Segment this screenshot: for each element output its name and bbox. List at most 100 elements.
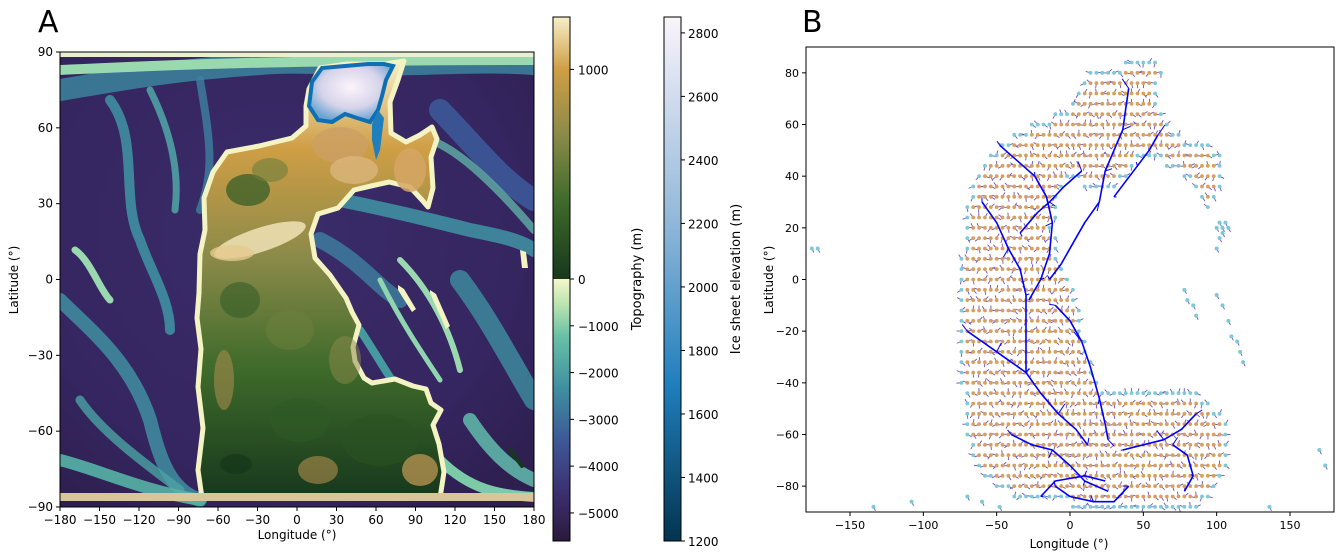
land-point xyxy=(983,329,987,334)
coast-point xyxy=(1112,391,1116,396)
land-point xyxy=(1029,287,1034,292)
land-point xyxy=(1041,194,1046,199)
land-point xyxy=(1018,432,1023,437)
coast-point xyxy=(1088,504,1093,509)
land-point xyxy=(1164,484,1169,489)
land-point xyxy=(1012,143,1017,148)
land-point xyxy=(1059,370,1064,375)
land-point xyxy=(1041,422,1046,427)
ice-colorbar-label: Ice sheet elevation (m) xyxy=(729,204,744,354)
land-point xyxy=(1106,411,1111,416)
land-point xyxy=(1123,153,1128,158)
island-point xyxy=(1226,318,1231,323)
land-point xyxy=(1129,494,1134,499)
land-point xyxy=(1135,70,1140,75)
coast-point xyxy=(1018,494,1023,499)
land-point xyxy=(1200,442,1204,447)
land-point xyxy=(1117,411,1122,416)
land-point xyxy=(1153,411,1157,416)
coast-point xyxy=(1147,391,1152,396)
land-point xyxy=(1065,370,1069,375)
land-point xyxy=(988,370,993,375)
river-line xyxy=(1172,444,1194,492)
coast-point xyxy=(1170,391,1175,396)
land-point xyxy=(1059,132,1064,137)
land-point xyxy=(1153,112,1157,117)
land-point xyxy=(1000,463,1005,468)
coast-point xyxy=(1065,277,1069,282)
land-point xyxy=(1029,360,1034,365)
land-point xyxy=(1024,174,1028,179)
land-point xyxy=(977,246,981,251)
land-point xyxy=(988,349,993,354)
land-point xyxy=(1153,453,1157,458)
land-point xyxy=(1205,422,1210,427)
land-point xyxy=(1129,432,1134,437)
land-point xyxy=(1112,112,1116,117)
coast-point xyxy=(1153,391,1157,396)
land-point xyxy=(1000,360,1005,365)
ice-sheet xyxy=(306,62,396,125)
land-point xyxy=(1006,339,1011,344)
coast-point xyxy=(1159,504,1163,509)
land-point xyxy=(1000,225,1005,230)
colorbar-tick-label: 2800 xyxy=(688,27,719,41)
land-point xyxy=(1100,442,1105,447)
land-point xyxy=(1065,308,1069,313)
land-point xyxy=(1024,153,1028,158)
tributary-line xyxy=(1018,366,1027,373)
land-point xyxy=(1000,184,1005,189)
land-point xyxy=(1006,184,1011,189)
land-point xyxy=(1211,473,1216,478)
land-point xyxy=(977,349,981,354)
land-point xyxy=(1088,143,1093,148)
coast-point xyxy=(1194,184,1199,189)
land-point xyxy=(1088,91,1093,96)
panel-a-letter: A xyxy=(38,5,59,40)
land-point xyxy=(1100,91,1105,96)
coast-point xyxy=(1188,391,1193,396)
tributary-line xyxy=(1077,161,1083,172)
land-point xyxy=(1082,453,1087,458)
coast-point xyxy=(1071,287,1075,292)
land-point xyxy=(1053,432,1058,437)
land-point xyxy=(1117,401,1122,406)
land-point xyxy=(965,256,970,261)
land-point xyxy=(1188,453,1193,458)
land-point xyxy=(1182,153,1187,158)
colorbar-tick-label: 1000 xyxy=(578,63,609,77)
land-point xyxy=(1053,163,1058,168)
y-tick-label: 80 xyxy=(785,67,799,80)
land-point xyxy=(971,287,976,292)
land-point xyxy=(994,318,999,323)
land-point xyxy=(1117,81,1122,86)
land-point xyxy=(1088,132,1093,137)
land-point xyxy=(1000,194,1005,199)
island-point xyxy=(1194,313,1199,318)
land-point xyxy=(1053,463,1058,468)
land-point xyxy=(1047,318,1052,323)
land-point xyxy=(1053,401,1058,406)
land-point xyxy=(988,225,993,230)
tributary-line xyxy=(1025,368,1031,373)
land-point xyxy=(1024,463,1028,468)
land-point xyxy=(1006,411,1011,416)
land-point xyxy=(983,370,987,375)
land-point xyxy=(1205,473,1210,478)
y-tick-label: 0 xyxy=(792,274,799,287)
land-point xyxy=(1071,380,1075,385)
x-tick-label: 60 xyxy=(368,513,383,527)
land-point xyxy=(1006,473,1011,478)
land-point xyxy=(1035,360,1040,365)
land-point xyxy=(1053,287,1058,292)
coast-point xyxy=(1100,70,1105,75)
land-point xyxy=(1217,432,1222,437)
land-point xyxy=(1182,411,1187,416)
land-point xyxy=(988,246,993,251)
land-point xyxy=(1018,391,1023,396)
land-point xyxy=(1018,318,1023,323)
land-point xyxy=(1018,153,1023,158)
land-point xyxy=(1141,143,1146,148)
y-tick-label: 60 xyxy=(38,121,53,135)
land-point xyxy=(1117,442,1122,447)
